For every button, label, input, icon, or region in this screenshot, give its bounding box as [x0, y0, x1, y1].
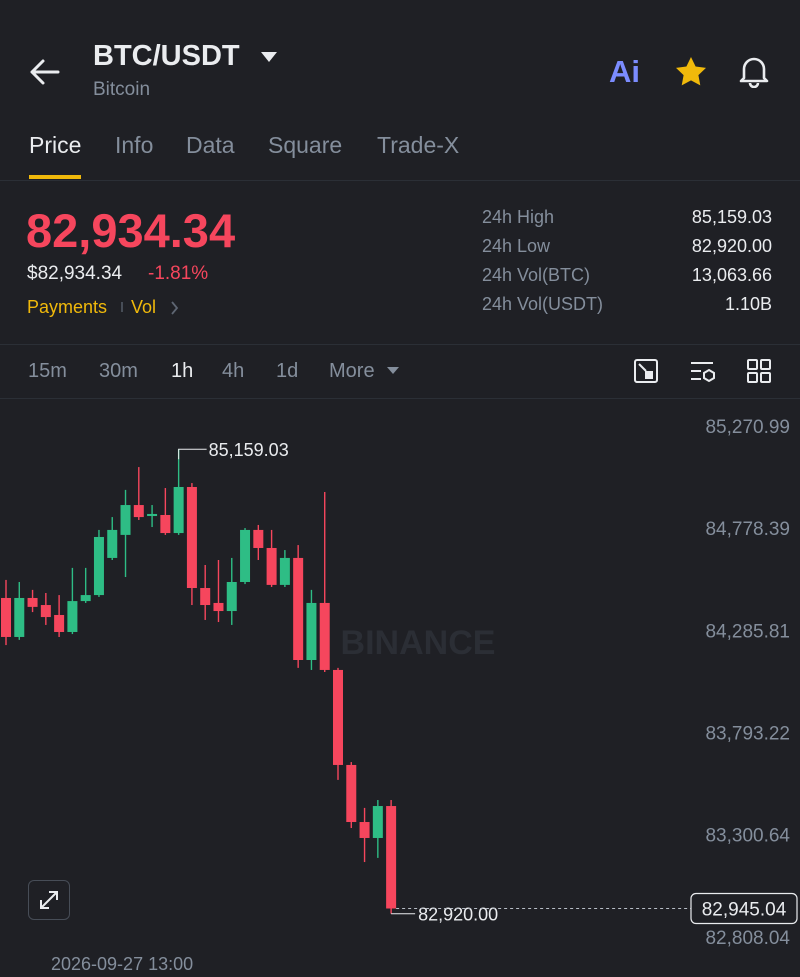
candle-body [372, 806, 383, 838]
stat-label: 24h Vol(USDT) [482, 294, 604, 314]
candle-body [1, 597, 11, 637]
symbol-dropdown[interactable] [260, 50, 278, 64]
candle-body [40, 605, 51, 618]
divider [0, 344, 800, 345]
candle-body [293, 557, 304, 660]
chart-tool[interactable] [746, 358, 772, 384]
candle-body [54, 614, 65, 632]
candle-body [213, 602, 224, 612]
y-tick-label: 85,270.99 [705, 417, 790, 438]
stat-label: 24h High [482, 207, 555, 227]
candle-body [319, 602, 330, 670]
tab[interactable]: Square [268, 132, 343, 158]
favorite-button[interactable] [674, 55, 708, 87]
current-price-box [690, 892, 798, 925]
candle-body [266, 547, 277, 585]
candle-body [160, 514, 171, 534]
candle-body [306, 602, 317, 660]
alert-button[interactable] [738, 54, 770, 88]
y-tick-label: 84,285.81 [705, 621, 790, 642]
price-change: -1.81% [148, 263, 209, 284]
stat-value: 13,063.66 [691, 265, 772, 285]
low-marker-label: 82,920.00 [418, 905, 498, 925]
stat-value: 85,159.03 [691, 207, 772, 227]
candle-body [93, 536, 104, 596]
back-button[interactable] [28, 58, 62, 86]
symbol[interactable]: BTC/USDT [93, 40, 240, 72]
candle-body [333, 669, 343, 765]
coin-name: Bitcoin [93, 79, 151, 100]
chevron [171, 301, 179, 315]
tab[interactable]: Info [115, 132, 154, 158]
divider [0, 398, 800, 399]
candle-body [226, 582, 237, 612]
tag[interactable]: Payments [27, 297, 108, 317]
candle-body [120, 505, 131, 535]
chart-tool[interactable] [633, 358, 659, 384]
interval[interactable]: 15m [28, 360, 67, 382]
divider [0, 180, 800, 181]
current-price-label: 82,945.04 [702, 900, 787, 921]
candle-body [200, 588, 211, 606]
interval[interactable]: 4h [222, 360, 245, 382]
fiat-price: $82,934.34 [27, 263, 123, 284]
y-tick-label: 83,300.64 [705, 826, 790, 847]
chart-tool[interactable] [689, 358, 717, 384]
candlestick-chart: BINANCE 85,270.99 84,778.39 84,285.81 83,79… [1, 417, 798, 974]
candle-body [67, 601, 78, 632]
stat-label: 24h Vol(BTC) [482, 265, 591, 285]
ai-button[interactable]: Ai [609, 54, 640, 89]
tab[interactable]: Data [186, 132, 235, 158]
candle-body [133, 505, 144, 518]
interval[interactable]: 1h [171, 360, 194, 382]
candle-body [186, 486, 197, 589]
high-marker-label: 85,159.03 [209, 440, 289, 460]
candle-body [346, 764, 357, 823]
time-label: 2026-09-27 13:00 [51, 954, 193, 974]
stat-label: 24h Low [482, 236, 551, 256]
candle-body [240, 529, 251, 582]
active-tab-indicator [29, 175, 81, 179]
expand-button[interactable] [28, 880, 70, 920]
candle-body [279, 557, 290, 585]
candle-body [27, 597, 38, 607]
interval[interactable]: More [329, 360, 375, 382]
candle-body [359, 822, 370, 838]
interval[interactable]: 30m [99, 360, 138, 382]
candle-body [173, 486, 184, 534]
candle-body [14, 597, 25, 637]
candle-body [107, 529, 118, 558]
tab[interactable]: Price [29, 132, 82, 158]
interval[interactable]: 1d [276, 360, 299, 382]
y-tick-label: 83,793.22 [705, 724, 790, 745]
tab[interactable]: Trade-X [377, 132, 460, 158]
more-dropdown [387, 367, 399, 374]
watermark: BINANCE [341, 624, 496, 662]
candle-body [253, 529, 264, 548]
stat-value: 82,920.00 [691, 236, 772, 256]
candle-body [147, 513, 158, 517]
y-tick-label: 82,808.04 [705, 928, 790, 949]
tag[interactable]: Vol [131, 297, 157, 317]
candle-body [80, 595, 91, 602]
stat-value: 1.10B [724, 294, 772, 314]
separator [121, 302, 123, 312]
high-marker-line [178, 448, 207, 460]
candle-body [386, 806, 397, 909]
last-price: 82,934.34 [26, 204, 236, 257]
y-tick-label: 84,778.39 [705, 519, 790, 540]
